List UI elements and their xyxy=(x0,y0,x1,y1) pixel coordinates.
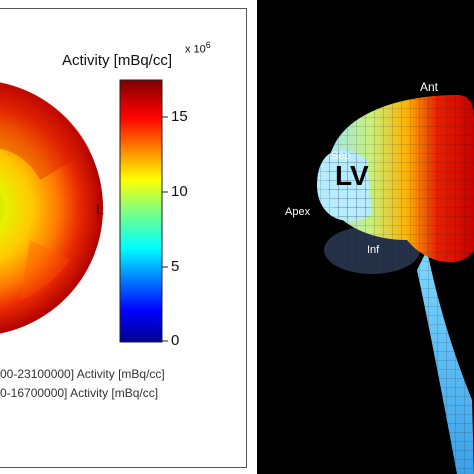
legend-entry-2: 0-16700000] Activity [mBq/cc] xyxy=(0,386,159,400)
polar-map-panel: Activity [mBq/cc] x 106 15 10 5 0 L 00-2… xyxy=(0,8,247,468)
colorbar xyxy=(119,79,163,343)
inferior-label: Inf xyxy=(367,244,380,256)
colorbar-tick-0: 0 xyxy=(171,332,180,349)
septal-label: Sep xyxy=(331,150,351,162)
lv-surface-render xyxy=(317,95,474,474)
lv-label: LV xyxy=(335,160,369,191)
legend-entry-1: 00-23100000] Activity [mBq/cc] xyxy=(0,367,165,381)
panel-frame xyxy=(0,8,247,468)
colorbar-tick-15: 15 xyxy=(171,108,188,125)
colorbar-tick-5: 5 xyxy=(171,258,180,275)
colorbar-tick-10: 10 xyxy=(171,183,188,200)
anterior-label: Ant xyxy=(420,80,439,94)
lateral-label: L xyxy=(96,201,104,217)
colorbar-title: Activity [mBq/cc] xyxy=(62,52,173,69)
lv-3d-render-panel: LV Ant Sep Apex Inf xyxy=(257,0,474,474)
polar-map-figure xyxy=(0,79,168,343)
polar-bullseye xyxy=(0,82,103,334)
colorbar-exponent: x 106 xyxy=(185,40,211,56)
apex-label: Apex xyxy=(285,206,311,218)
